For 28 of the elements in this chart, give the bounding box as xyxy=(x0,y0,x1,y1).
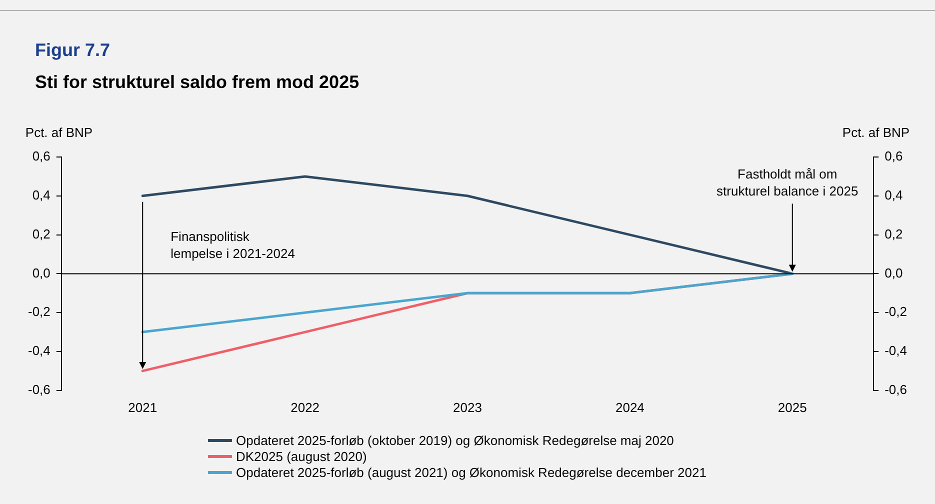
legend-label: DK2025 (august 2020) xyxy=(236,448,367,464)
annotation: Finanspolitisk lempelse i 2021-2024 xyxy=(170,228,295,261)
chart-subtitle: Sti for strukturel saldo frem mod 2025 xyxy=(35,72,360,93)
y-tick-label: 0,0 xyxy=(32,265,50,280)
legend-label: Opdateret 2025-forløb (oktober 2019) og Økonomisk Redegørelse maj 2020 xyxy=(236,432,674,448)
y2-tick-label: 0,4 xyxy=(884,187,903,202)
y2-tick-label: -0,6 xyxy=(884,382,908,397)
x-tick-label: 2025 xyxy=(778,400,807,415)
y2-tick-label: -0,4 xyxy=(884,343,908,358)
y-tick-label: 0,6 xyxy=(32,148,50,164)
annotation: Fastholdt mål om strukturel balance i 2025 xyxy=(716,166,858,199)
y-axis-title: Pct. af BNP xyxy=(25,125,93,140)
y-tick-label: -0,2 xyxy=(28,304,50,320)
y-tick-label: 0,2 xyxy=(32,226,50,242)
x-tick-label: 2022 xyxy=(290,400,320,415)
y2-axis-title: Pct. af BNP xyxy=(842,125,910,140)
chart-title: Figur 7.7 xyxy=(35,40,110,61)
y-tick-label: 0,4 xyxy=(32,187,50,202)
y2-tick-label: 0,6 xyxy=(884,148,903,164)
y2-tick-label: 0,0 xyxy=(884,265,903,280)
x-tick-label: 2024 xyxy=(615,400,644,415)
y-tick-label: -0,4 xyxy=(28,343,50,358)
legend-label: Opdateret 2025-forløb (august 2021) og Økonomisk Redegørelse december 2021 xyxy=(236,464,706,480)
y-tick-label: -0,6 xyxy=(28,382,50,397)
x-tick-label: 2021 xyxy=(128,400,158,415)
y2-tick-label: -0,2 xyxy=(884,304,908,320)
y2-tick-label: 0,2 xyxy=(884,226,903,242)
x-tick-label: 2023 xyxy=(453,400,482,415)
